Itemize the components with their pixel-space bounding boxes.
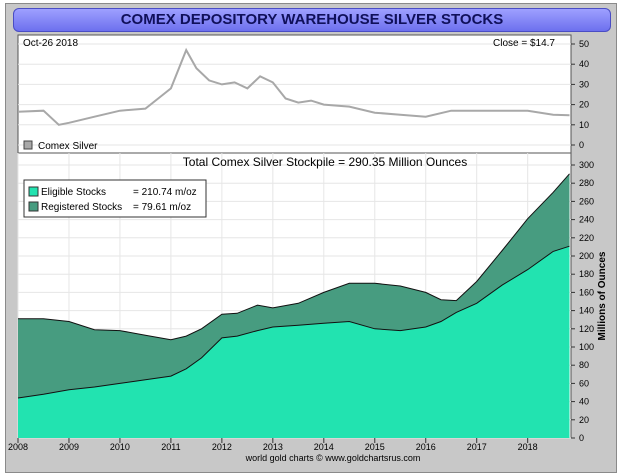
legend-box bbox=[23, 179, 207, 218]
stocks-y-tick-label: 140 bbox=[579, 306, 594, 316]
stocks-y-tick-label: 40 bbox=[579, 397, 589, 407]
silver-y-tick-label: 30 bbox=[579, 79, 589, 89]
eligible-legend-label: Eligible Stocks bbox=[41, 187, 106, 198]
x-tick-label: 2016 bbox=[416, 442, 436, 452]
x-tick-label: 2009 bbox=[59, 442, 79, 452]
x-tick-label: 2017 bbox=[467, 442, 487, 452]
silver-y-axis: 0 10 20 30 40 50 bbox=[571, 39, 589, 150]
y-axis-title: Millions of Ounces bbox=[597, 251, 608, 340]
silver-legend-swatch bbox=[23, 140, 33, 150]
x-tick-label: 2011 bbox=[161, 442, 180, 452]
title-bar: COMEX DEPOSITORY WAREHOUSE SILVER STOCKS bbox=[13, 8, 611, 32]
eligible-legend-value: = 210.74 m/oz bbox=[133, 187, 197, 198]
stocks-legend: Eligible Stocks = 210.74 m/oz Registered… bbox=[23, 179, 207, 218]
silver-legend-label: Comex Silver bbox=[38, 141, 98, 152]
stocks-y-tick-label: 20 bbox=[579, 415, 589, 425]
stocks-y-tick-label: 280 bbox=[579, 178, 594, 188]
registered-legend-swatch bbox=[28, 201, 39, 212]
x-tick-label: 2015 bbox=[365, 442, 385, 452]
stocks-y-tick-label: 60 bbox=[579, 378, 589, 388]
stocks-y-tick-label: 240 bbox=[579, 215, 594, 225]
stocks-y-tick-label: 160 bbox=[579, 287, 594, 297]
registered-legend-label: Registered Stocks bbox=[41, 202, 122, 213]
stocks-y-tick-label: 0 bbox=[579, 433, 584, 443]
stockpile-title: Total Comex Silver Stockpile = 290.35 Mi… bbox=[183, 155, 467, 169]
x-tick-label: 2008 bbox=[8, 442, 28, 452]
registered-legend-value: = 79.61 m/oz bbox=[133, 202, 191, 213]
stocks-y-tick-label: 200 bbox=[579, 251, 594, 261]
eligible-legend-swatch bbox=[28, 186, 39, 197]
eligible-stocks-area bbox=[18, 246, 570, 438]
chart-title: COMEX DEPOSITORY WAREHOUSE SILVER STOCKS bbox=[120, 11, 504, 28]
x-tick-label: 2018 bbox=[518, 442, 538, 452]
stocks-y-tick-label: 300 bbox=[579, 160, 594, 170]
total-stocks-line bbox=[18, 173, 570, 341]
stocks-y-tick-label: 220 bbox=[579, 233, 594, 243]
silver-panel bbox=[17, 34, 572, 154]
silver-y-tick-label: 10 bbox=[579, 120, 589, 130]
stocks-y-tick-label: 120 bbox=[579, 324, 594, 334]
x-tick-label: 2010 bbox=[110, 442, 130, 452]
x-tick-label: 2013 bbox=[263, 442, 283, 452]
silver-y-tick-label: 40 bbox=[579, 59, 589, 69]
eligible-stocks-line bbox=[17, 245, 570, 399]
footer-credit: world gold charts © www.goldchartsrus.co… bbox=[245, 453, 421, 463]
silver-y-tick-label: 20 bbox=[579, 100, 589, 110]
x-axis: 2008 2009 2010 2011 2012 2013 2014 2015 2016 2017… bbox=[8, 438, 538, 452]
date-label: Oct-26 2018 bbox=[23, 38, 78, 49]
silver-grid bbox=[18, 43, 571, 146]
silver-price-line bbox=[17, 47, 570, 126]
silver-y-tick-label: 50 bbox=[579, 39, 589, 49]
x-tick-label: 2014 bbox=[314, 442, 334, 452]
stocks-y-tick-label: 100 bbox=[579, 342, 594, 352]
stocks-y-tick-label: 260 bbox=[579, 196, 594, 206]
x-tick-label: 2012 bbox=[212, 442, 232, 452]
stocks-y-tick-label: 180 bbox=[579, 269, 594, 279]
stocks-y-axis: 0 20 40 60 80 100 120 140 160 180 200 220 240 260 280 3… bbox=[571, 160, 594, 443]
stocks-y-tick-label: 80 bbox=[579, 360, 589, 370]
silver-y-tick-label: 0 bbox=[579, 140, 584, 150]
close-label: Close = $14.7 bbox=[493, 38, 555, 49]
